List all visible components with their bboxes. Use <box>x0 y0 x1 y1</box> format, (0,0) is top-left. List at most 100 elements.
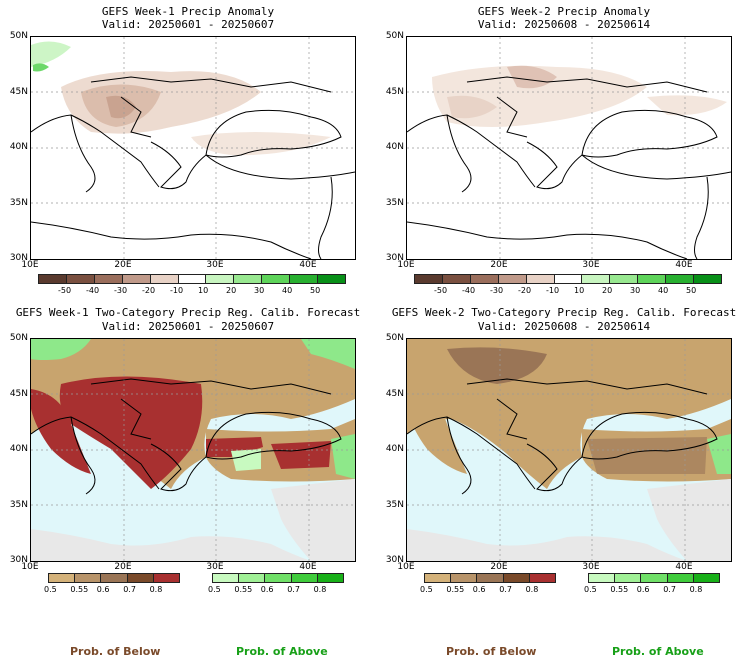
panel-valid-dates: Valid: 20250601 - 20250607 <box>101 18 275 31</box>
colorbar-swatch <box>206 274 235 284</box>
lon-label: 20E <box>490 562 508 572</box>
colorbar-tick-label: 0.6 <box>636 585 650 594</box>
colorbar-tick-label: -10 <box>170 286 184 295</box>
lon-label: 40E <box>675 562 693 572</box>
colorbar-tick-label: 0.55 <box>234 585 253 594</box>
lon-label: 40E <box>675 260 693 270</box>
colorbar-tick-label: 30 <box>254 286 265 295</box>
above-colorbar <box>588 573 721 583</box>
colorbar-swatch <box>75 573 102 583</box>
lat-label: 30N <box>9 555 28 565</box>
below-colorbar <box>48 573 181 583</box>
lon-label: 10E <box>397 562 415 572</box>
colorbar-swatch <box>526 274 555 284</box>
lat-label: 45N <box>385 389 404 399</box>
colorbar-tick-label: 0.7 <box>499 585 512 594</box>
lat-label: 45N <box>385 87 404 97</box>
colorbar-swatch <box>38 274 67 284</box>
lat-label: 40N <box>385 142 404 152</box>
colorbar-tick-label: 0.8 <box>525 585 539 594</box>
colorbar-tick-label: -40 <box>86 286 100 295</box>
colorbar-tick-label: 0.6 <box>260 585 274 594</box>
colorbar-swatch <box>150 274 179 284</box>
lon-label: 10E <box>397 260 415 270</box>
colorbar-tick-label: 0.55 <box>70 585 89 594</box>
colorbar-swatch <box>212 573 240 583</box>
lat-label: 35N <box>9 500 28 510</box>
colorbar-swatch <box>693 573 721 583</box>
panel-valid-dates: Valid: 20250608 - 20250614 <box>477 18 651 31</box>
above-colorbar-labels: 0.5 0.55 0.6 0.7 0.8 <box>584 585 720 595</box>
colorbar-tick-label: 0.5 <box>420 585 433 594</box>
lat-label: 35N <box>9 198 28 208</box>
colorbar-tick-label: 0.8 <box>689 585 703 594</box>
panel-title: GEFS Week-1 Precip Anomaly <box>101 5 275 18</box>
colorbar-swatch <box>66 274 95 284</box>
colorbar-tick-label: 0.55 <box>610 585 629 594</box>
colorbar-swatch <box>234 274 263 284</box>
lon-label: 30E <box>582 260 600 270</box>
anomaly-map <box>407 37 731 259</box>
map-frame <box>30 338 356 562</box>
lat-label: 50N <box>9 31 28 41</box>
panel-week2-probability: GEFS Week-2 Two-Category Precip Reg. Cal… <box>376 300 752 662</box>
colorbar-tick-label: 50 <box>686 286 697 295</box>
colorbar-tick-label: -10 <box>546 286 560 295</box>
map-frame <box>30 36 356 260</box>
lon-label: 30E <box>206 562 224 572</box>
above-colorbar <box>212 573 345 583</box>
panel-valid-dates: Valid: 20250608 - 20250614 <box>477 320 651 333</box>
lon-label: 30E <box>206 260 224 270</box>
colorbar-swatch <box>424 573 452 583</box>
colorbar-tick-label: 0.6 <box>96 585 110 594</box>
colorbar-tick-label: -50 <box>58 286 72 295</box>
anomaly-colorbar-labels: -50 -40 -30 -20 -10 10 20 30 40 50 <box>38 286 346 296</box>
colorbar-tick-label: -20 <box>142 286 156 295</box>
colorbar-tick-label: 0.5 <box>208 585 221 594</box>
colorbar-swatch <box>615 573 642 583</box>
colorbar-swatch <box>290 274 319 284</box>
lat-label: 30N <box>385 555 404 565</box>
lat-label: 45N <box>9 389 28 399</box>
prob-below-caption: Prob. of Below <box>446 645 537 658</box>
lat-label: 30N <box>9 253 28 263</box>
lon-label: 40E <box>299 562 317 572</box>
colorbar-swatch <box>610 274 639 284</box>
colorbar-tick-label: 0.5 <box>584 585 597 594</box>
colorbar-tick-label: 40 <box>658 286 669 295</box>
colorbar-swatch <box>638 274 667 284</box>
colorbar-swatch <box>153 573 181 583</box>
colorbar-tick-label: 30 <box>630 286 641 295</box>
anomaly-colorbar <box>38 274 346 284</box>
anomaly-map <box>31 37 355 259</box>
lat-label: 40N <box>9 444 28 454</box>
prob-above-caption: Prob. of Above <box>612 645 704 658</box>
colorbar-swatch <box>588 573 616 583</box>
anomaly-colorbar-labels: -50 -40 -30 -20 -10 10 20 30 40 50 <box>414 286 722 296</box>
lat-label: 40N <box>9 142 28 152</box>
lat-label: 50N <box>385 31 404 41</box>
colorbar-tick-label: 0.5 <box>44 585 57 594</box>
colorbar-swatch <box>498 274 527 284</box>
colorbar-tick-label: 0.7 <box>123 585 136 594</box>
panel-week1-anomaly: GEFS Week-1 Precip Anomaly Valid: 202506… <box>0 0 376 300</box>
colorbar-tick-label: 20 <box>226 286 237 295</box>
panel-week2-anomaly: GEFS Week-2 Precip Anomaly Valid: 202506… <box>376 0 752 300</box>
colorbar-swatch <box>94 274 123 284</box>
anomaly-colorbar <box>414 274 722 284</box>
panel-title: GEFS Week-2 Precip Anomaly <box>477 5 651 18</box>
colorbar-swatch <box>122 274 151 284</box>
lon-label: 10E <box>21 562 39 572</box>
colorbar-swatch <box>318 274 346 284</box>
lon-label: 10E <box>21 260 39 270</box>
colorbar-tick-label: 0.6 <box>472 585 486 594</box>
lon-label: 20E <box>114 562 132 572</box>
colorbar-swatch <box>529 573 557 583</box>
colorbar-swatch <box>48 573 76 583</box>
colorbar-swatch <box>127 573 154 583</box>
above-colorbar-labels: 0.5 0.55 0.6 0.7 0.8 <box>208 585 344 595</box>
colorbar-swatch <box>641 573 668 583</box>
colorbar-swatch <box>470 274 499 284</box>
colorbar-tick-label: 0.8 <box>313 585 327 594</box>
colorbar-swatch <box>667 573 694 583</box>
